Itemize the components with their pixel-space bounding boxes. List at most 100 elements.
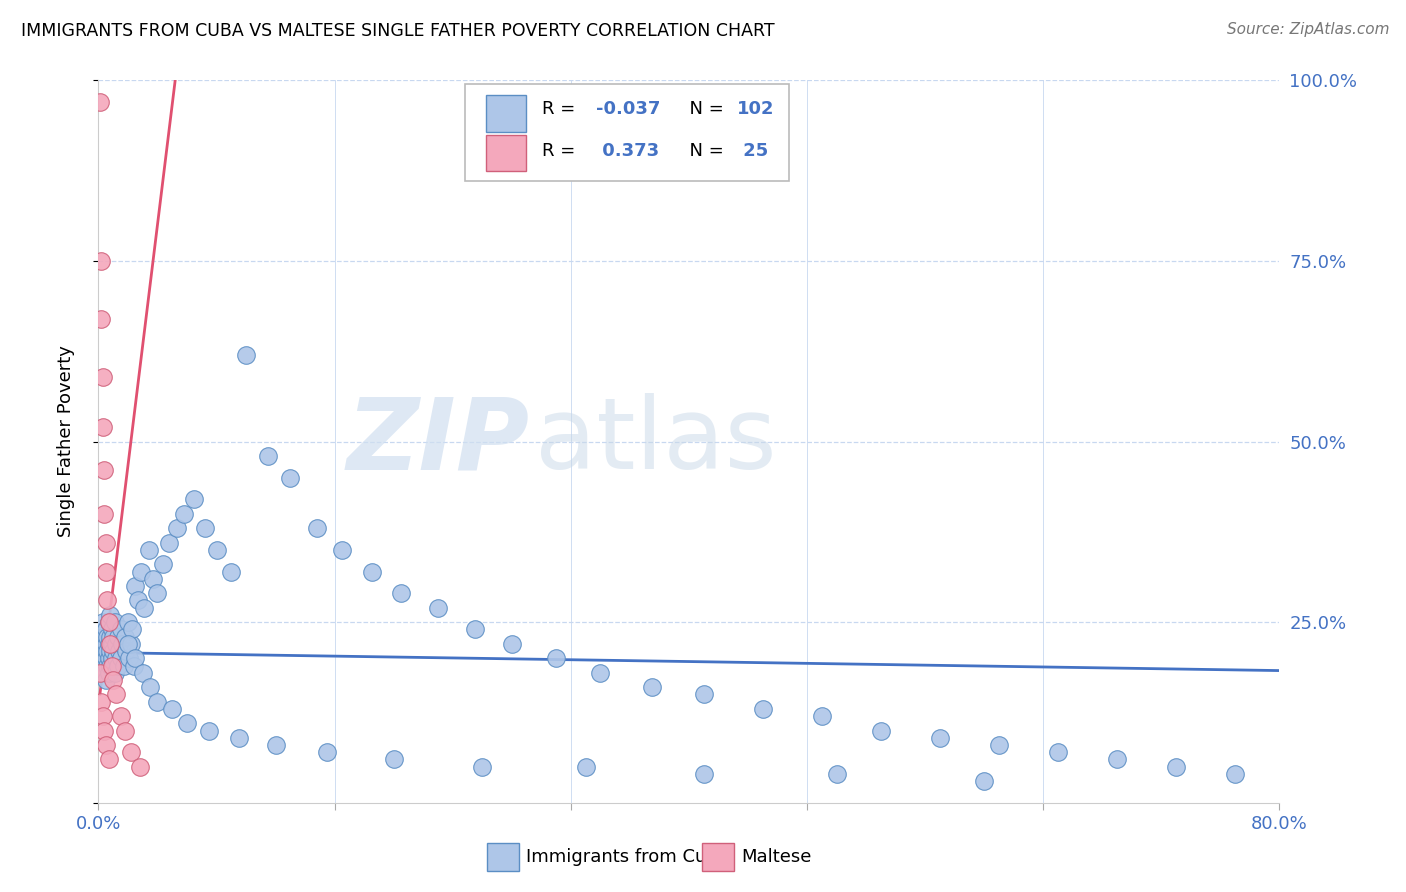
Point: [97, 637, 120, 651]
Point: [91, 615, 114, 630]
Point: [641, 680, 664, 694]
Point: [111, 637, 134, 651]
Point: [1166, 760, 1188, 774]
Text: 102: 102: [737, 100, 775, 118]
Point: [105, 637, 128, 651]
Point: [89, 95, 111, 109]
Point: [107, 630, 129, 644]
Point: [870, 723, 893, 738]
Point: [105, 651, 128, 665]
Text: ZIP: ZIP: [346, 393, 530, 490]
Point: [693, 767, 716, 781]
Point: [575, 760, 598, 774]
Point: [100, 651, 122, 665]
Text: -0.037: -0.037: [596, 100, 659, 118]
Point: [93, 463, 115, 477]
Point: [104, 615, 127, 630]
Point: [316, 745, 339, 759]
Point: [118, 651, 141, 665]
Point: [100, 637, 122, 651]
Point: [90, 651, 112, 665]
Point: [110, 651, 132, 665]
Point: [89, 665, 111, 680]
Point: [105, 687, 128, 701]
Point: [142, 572, 165, 586]
Point: [929, 731, 952, 745]
Point: [589, 665, 612, 680]
Point: [90, 695, 112, 709]
Point: [693, 687, 716, 701]
Point: [810, 709, 832, 723]
Point: [121, 623, 143, 637]
Point: [146, 586, 169, 600]
Point: [91, 658, 114, 673]
Point: [98, 607, 121, 622]
Point: [146, 695, 169, 709]
Point: [96, 658, 118, 673]
Point: [129, 565, 152, 579]
Point: [752, 702, 775, 716]
Point: [93, 644, 115, 658]
Point: [117, 615, 139, 630]
Point: [117, 637, 139, 651]
Point: [205, 542, 228, 557]
Point: [382, 752, 405, 766]
Point: [127, 593, 149, 607]
Point: [1107, 752, 1129, 766]
Point: [1225, 767, 1247, 781]
Point: [94, 673, 117, 687]
Point: [93, 630, 115, 644]
Point: [98, 637, 121, 651]
Point: [110, 709, 132, 723]
Point: [139, 680, 162, 694]
Point: [305, 521, 328, 535]
Point: [122, 658, 145, 673]
Point: [94, 565, 117, 579]
Point: [94, 738, 117, 752]
Point: [221, 565, 243, 579]
Point: [94, 637, 117, 651]
Point: [97, 665, 120, 680]
Text: 0.373: 0.373: [596, 142, 659, 160]
Point: [162, 702, 183, 716]
Point: [91, 637, 114, 651]
Text: Source: ZipAtlas.com: Source: ZipAtlas.com: [1226, 22, 1389, 37]
Point: [93, 723, 115, 738]
Point: [124, 651, 146, 665]
Point: [100, 623, 122, 637]
Point: [96, 593, 118, 607]
Point: [114, 723, 136, 738]
Point: [115, 644, 138, 658]
Point: [94, 535, 117, 549]
FancyBboxPatch shape: [486, 136, 526, 171]
Point: [91, 369, 114, 384]
Point: [471, 760, 494, 774]
Point: [973, 774, 995, 789]
Point: [90, 311, 112, 326]
Point: [103, 644, 125, 658]
Text: R =: R =: [543, 142, 582, 160]
Point: [104, 665, 127, 680]
Point: [96, 630, 118, 644]
Text: N =: N =: [678, 142, 730, 160]
Point: [988, 738, 1011, 752]
Point: [138, 542, 160, 557]
Point: [91, 420, 114, 434]
Point: [103, 673, 125, 687]
Point: [173, 507, 195, 521]
Point: [157, 535, 180, 549]
Text: Immigrants from Cuba: Immigrants from Cuba: [526, 848, 728, 866]
Point: [264, 738, 287, 752]
Text: 25: 25: [737, 142, 769, 160]
Point: [120, 637, 142, 651]
Point: [389, 586, 412, 600]
Point: [825, 767, 848, 781]
FancyBboxPatch shape: [486, 95, 526, 132]
Text: IMMIGRANTS FROM CUBA VS MALTESE SINGLE FATHER POVERTY CORRELATION CHART: IMMIGRANTS FROM CUBA VS MALTESE SINGLE F…: [21, 22, 775, 40]
Point: [103, 658, 125, 673]
Point: [194, 521, 217, 535]
Point: [257, 449, 280, 463]
Point: [98, 644, 121, 658]
Point: [330, 542, 353, 557]
Point: [98, 630, 121, 644]
